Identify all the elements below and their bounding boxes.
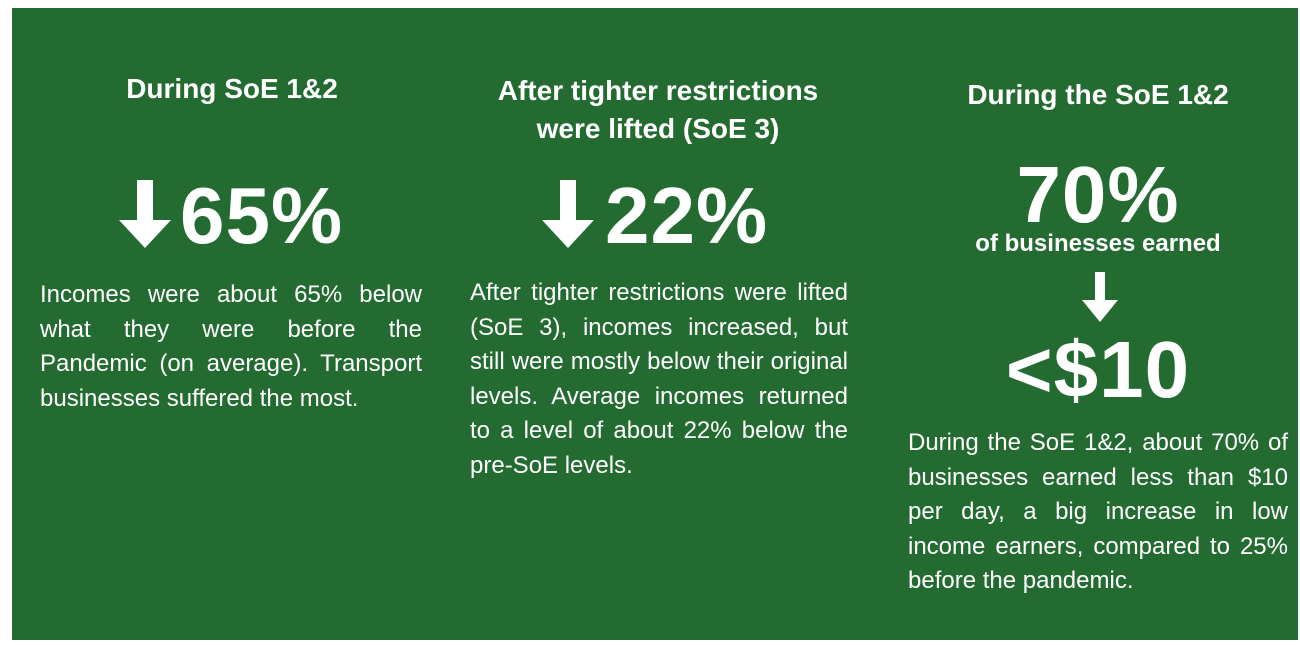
body-text: After tighter restrictions were lifted (… xyxy=(470,279,848,479)
down-arrow xyxy=(542,180,594,248)
body-text: During the SoE 1&2, about 70% of busines… xyxy=(908,429,1288,594)
heading: After tighter restrictions were lifted (… xyxy=(497,75,819,144)
heading: During SoE 1&2 xyxy=(126,73,338,104)
body-text: Incomes were about 65% below what they w… xyxy=(40,281,422,412)
stat: 65% xyxy=(180,171,344,260)
stat: <$10 xyxy=(1005,325,1191,414)
down-arrow xyxy=(1082,272,1118,322)
stat: 22% xyxy=(605,171,769,260)
panel xyxy=(12,8,1298,640)
stat: 70% xyxy=(1016,150,1180,239)
down-arrow xyxy=(119,180,171,248)
stat-caption: of businesses earned xyxy=(975,230,1221,257)
heading: During the SoE 1&2 xyxy=(967,79,1229,110)
